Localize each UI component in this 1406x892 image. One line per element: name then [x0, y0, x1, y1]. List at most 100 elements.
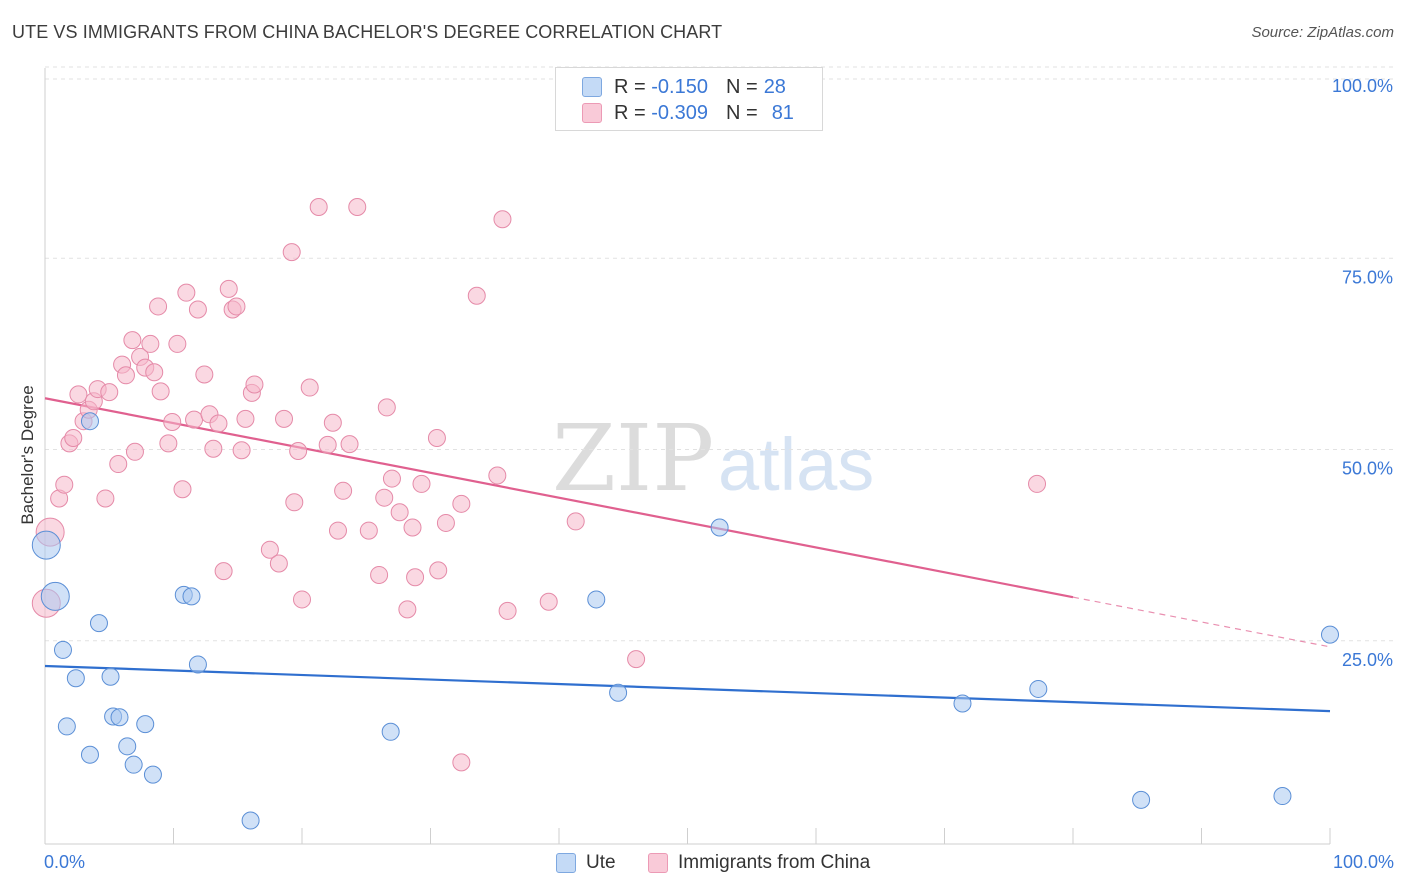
data-point-china	[125, 442, 144, 461]
data-point-china	[173, 480, 192, 499]
legend-swatch-china	[648, 853, 668, 873]
legend-row-ute: R = -0.150 N = 28	[582, 74, 786, 100]
data-point-china	[188, 300, 207, 319]
data-point-ute	[80, 412, 99, 431]
data-point-ute	[1321, 625, 1339, 644]
data-point-china	[539, 592, 558, 611]
data-point-ute	[1132, 790, 1151, 809]
data-point-ute	[136, 715, 155, 734]
x-tick-max: 100.0%	[1332, 852, 1394, 872]
data-point-china	[109, 455, 128, 474]
data-point-ute	[57, 717, 76, 736]
legend-r-label: R =	[614, 101, 646, 124]
data-point-china	[236, 409, 255, 428]
y-tick-label: 50.0%	[1342, 459, 1393, 479]
data-point-china	[159, 434, 178, 453]
data-point-ute	[124, 755, 143, 774]
data-point-china	[141, 334, 160, 353]
data-point-ute	[1029, 679, 1048, 698]
data-point-china	[377, 398, 396, 417]
x-tick-min: 0.0%	[44, 852, 86, 872]
trend-line-extension	[1072, 596, 1331, 648]
data-point-china	[498, 601, 517, 620]
data-point-china	[328, 521, 347, 540]
data-point-china	[185, 410, 204, 429]
legend-item-china: Immigrants from China	[648, 852, 870, 874]
correlation-legend: R = -0.150 N = 28 R = -0.309 N = 81	[555, 67, 823, 131]
legend-item-ute: Ute	[556, 852, 616, 874]
data-point-ute	[241, 811, 260, 830]
data-point-china	[195, 365, 214, 384]
data-point-china	[323, 413, 342, 432]
legend-swatch-ute	[582, 77, 602, 97]
data-point-china	[300, 378, 319, 397]
series-legend: Ute Immigrants from China	[0, 852, 1406, 878]
data-point-china	[275, 409, 294, 428]
y-tick-label: 75.0%	[1342, 267, 1393, 287]
data-point-china	[382, 469, 401, 488]
data-point-ute	[80, 745, 99, 764]
data-point-china	[429, 561, 448, 580]
data-point-china	[260, 540, 279, 559]
data-point-ute	[609, 683, 628, 702]
data-point-china	[340, 435, 359, 454]
data-point-china	[168, 334, 187, 353]
watermark-atlas: atlas	[718, 423, 874, 506]
data-point-china	[123, 331, 142, 350]
data-point-ute	[188, 655, 207, 674]
data-point-china	[348, 197, 367, 216]
legend-swatch-china	[582, 103, 602, 123]
data-point-china	[427, 429, 446, 448]
data-point-ute	[587, 590, 606, 609]
data-point-ute	[118, 737, 137, 756]
legend-n-label: N =	[726, 101, 758, 124]
data-point-china	[285, 493, 304, 512]
data-point-china	[403, 518, 422, 537]
data-point-china	[390, 503, 409, 522]
data-point-china	[289, 442, 308, 461]
data-point-china	[488, 466, 507, 485]
legend-r-value: -0.150	[651, 75, 708, 98]
data-point-ute	[66, 669, 85, 688]
data-point-china	[318, 435, 337, 454]
legend-row-china: R = -0.309 N = 81	[582, 100, 794, 126]
legend-n-label: N =	[726, 75, 758, 98]
data-point-ute	[101, 667, 120, 686]
data-point-china	[398, 600, 417, 619]
data-point-ute	[381, 722, 400, 741]
data-point-china	[245, 375, 264, 394]
data-point-china	[55, 475, 74, 494]
legend-n-value: 81	[771, 101, 794, 124]
data-point-china	[209, 414, 228, 433]
y-tick-label: 25.0%	[1342, 650, 1393, 670]
data-point-china	[566, 512, 585, 531]
data-point-china	[64, 429, 83, 448]
data-point-china	[370, 565, 389, 584]
data-point-china	[627, 650, 646, 669]
data-point-china	[334, 481, 353, 500]
trend-line-ute	[44, 664, 1331, 713]
source-label: Source: ZipAtlas.com	[1251, 24, 1394, 41]
data-point-china	[309, 197, 328, 216]
data-point-china	[219, 279, 238, 298]
data-point-china	[232, 441, 251, 460]
data-point-china	[163, 412, 182, 431]
data-point-ute	[710, 518, 729, 537]
data-point-china	[96, 489, 115, 508]
data-point-china	[293, 590, 311, 609]
legend-r-label: R =	[614, 75, 646, 98]
data-point-china	[1028, 474, 1047, 493]
data-point-ute	[1273, 787, 1292, 806]
data-point-china	[145, 363, 164, 382]
data-point-china	[282, 243, 301, 262]
legend-label-ute: Ute	[586, 852, 616, 873]
data-point-china	[452, 753, 471, 772]
legend-n-value: 28	[763, 75, 786, 98]
data-point-china	[375, 488, 394, 507]
data-point-ute	[31, 530, 61, 560]
data-point-china	[116, 366, 135, 385]
data-point-china	[149, 297, 168, 316]
data-point-ute	[143, 765, 162, 784]
data-point-china	[204, 439, 223, 458]
